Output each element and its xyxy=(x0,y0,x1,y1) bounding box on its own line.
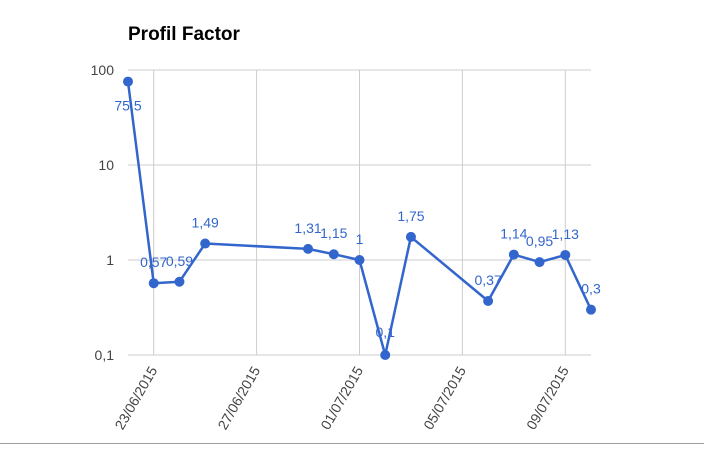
data-point xyxy=(354,255,365,265)
data-label: 1,13 xyxy=(552,226,579,242)
x-tick-label: 01/07/2015 xyxy=(317,363,366,432)
x-tick-label: 27/06/2015 xyxy=(214,363,263,432)
chart-title: Profil Factor xyxy=(128,24,240,45)
data-point xyxy=(303,243,314,254)
bottom-divider xyxy=(0,443,704,444)
data-point xyxy=(560,249,571,260)
data-point xyxy=(586,304,596,315)
y-tick-label: 1 xyxy=(106,252,114,268)
data-label: 0,37 xyxy=(474,272,501,288)
data-label: 1,31 xyxy=(294,220,321,236)
data-point xyxy=(123,76,133,87)
data-label: 1,75 xyxy=(397,208,424,224)
data-point xyxy=(380,350,391,360)
data-label: 1 xyxy=(356,231,364,247)
data-label: 0,95 xyxy=(526,233,553,249)
data-label: 1,15 xyxy=(320,225,347,241)
data-label: 1,14 xyxy=(500,226,527,242)
data-point xyxy=(483,296,494,307)
data-point xyxy=(534,257,545,268)
data-label: 0,59 xyxy=(166,253,193,269)
x-tick-label: 23/06/2015 xyxy=(111,363,160,432)
y-tick-label: 10 xyxy=(98,157,114,173)
data-label: 0,1 xyxy=(375,324,395,340)
data-point xyxy=(200,238,211,249)
data-point xyxy=(148,278,159,289)
x-tick-label: 05/07/2015 xyxy=(420,363,469,432)
data-label: 1,49 xyxy=(192,215,219,231)
data-point xyxy=(508,249,519,260)
data-point xyxy=(174,276,185,287)
data-label: 75,5 xyxy=(114,98,141,114)
data-label: 0,57 xyxy=(140,254,167,270)
x-tick-label: 09/07/2015 xyxy=(523,363,572,432)
data-label: 0,3 xyxy=(581,281,601,297)
data-point xyxy=(405,231,416,242)
data-point xyxy=(328,249,339,260)
y-tick-label: 100 xyxy=(91,62,115,78)
y-tick-label: 0,1 xyxy=(95,347,115,363)
